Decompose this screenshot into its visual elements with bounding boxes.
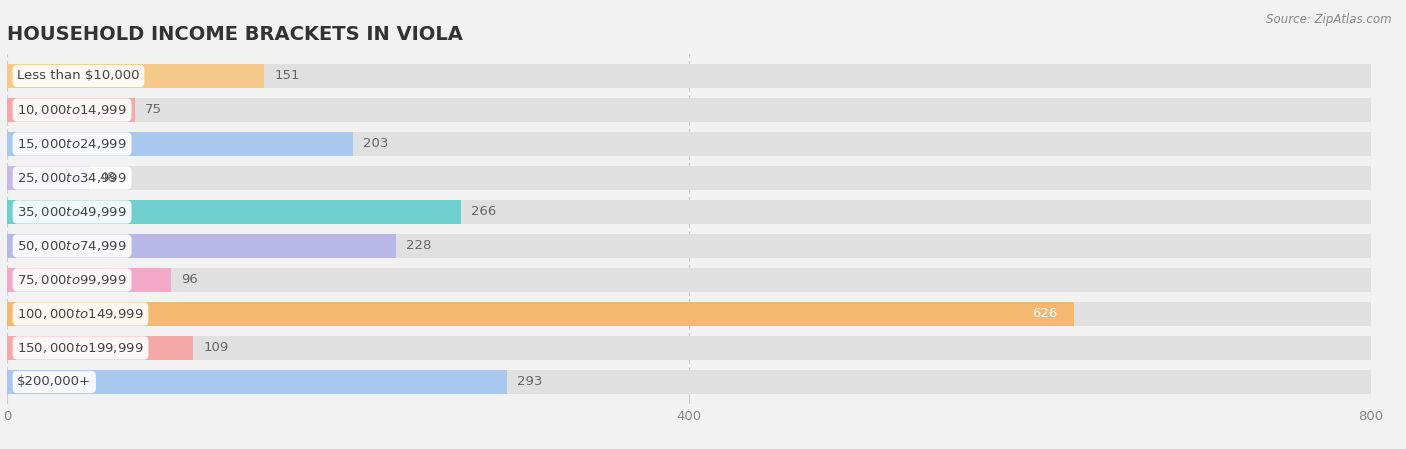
Text: 109: 109: [202, 342, 228, 355]
Bar: [7, 64, 1371, 88]
Bar: [7, 268, 170, 292]
Bar: [7, 336, 193, 360]
Bar: [7, 64, 264, 88]
Text: $10,000 to $14,999: $10,000 to $14,999: [17, 103, 127, 117]
Text: 151: 151: [274, 70, 299, 83]
Bar: [7, 302, 1371, 326]
Bar: [7, 370, 1371, 394]
Bar: [7, 234, 395, 258]
Text: $50,000 to $74,999: $50,000 to $74,999: [17, 239, 127, 253]
Text: 48: 48: [98, 172, 115, 185]
Bar: [7, 132, 1371, 156]
Bar: [7, 336, 1371, 360]
Text: 626: 626: [1032, 308, 1057, 321]
Bar: [7, 166, 1371, 190]
Text: 228: 228: [406, 239, 432, 252]
Text: HOUSEHOLD INCOME BRACKETS IN VIOLA: HOUSEHOLD INCOME BRACKETS IN VIOLA: [7, 25, 463, 44]
Bar: [7, 132, 353, 156]
Text: 266: 266: [471, 206, 496, 219]
Bar: [7, 98, 135, 122]
Bar: [7, 166, 89, 190]
Text: $25,000 to $34,999: $25,000 to $34,999: [17, 171, 127, 185]
Text: Less than $10,000: Less than $10,000: [17, 70, 139, 83]
Text: 96: 96: [181, 273, 198, 286]
Bar: [7, 302, 1074, 326]
Bar: [7, 234, 1371, 258]
Text: $15,000 to $24,999: $15,000 to $24,999: [17, 137, 127, 151]
Text: $150,000 to $199,999: $150,000 to $199,999: [17, 341, 143, 355]
Text: $200,000+: $200,000+: [17, 375, 91, 388]
Text: Source: ZipAtlas.com: Source: ZipAtlas.com: [1267, 13, 1392, 26]
Text: $100,000 to $149,999: $100,000 to $149,999: [17, 307, 143, 321]
Bar: [7, 200, 461, 224]
Bar: [7, 268, 1371, 292]
Bar: [7, 200, 1371, 224]
Text: $75,000 to $99,999: $75,000 to $99,999: [17, 273, 127, 287]
Bar: [7, 98, 1371, 122]
Text: 203: 203: [363, 137, 388, 150]
Text: $35,000 to $49,999: $35,000 to $49,999: [17, 205, 127, 219]
Text: 293: 293: [517, 375, 543, 388]
Bar: [7, 370, 506, 394]
Text: 75: 75: [145, 103, 162, 116]
